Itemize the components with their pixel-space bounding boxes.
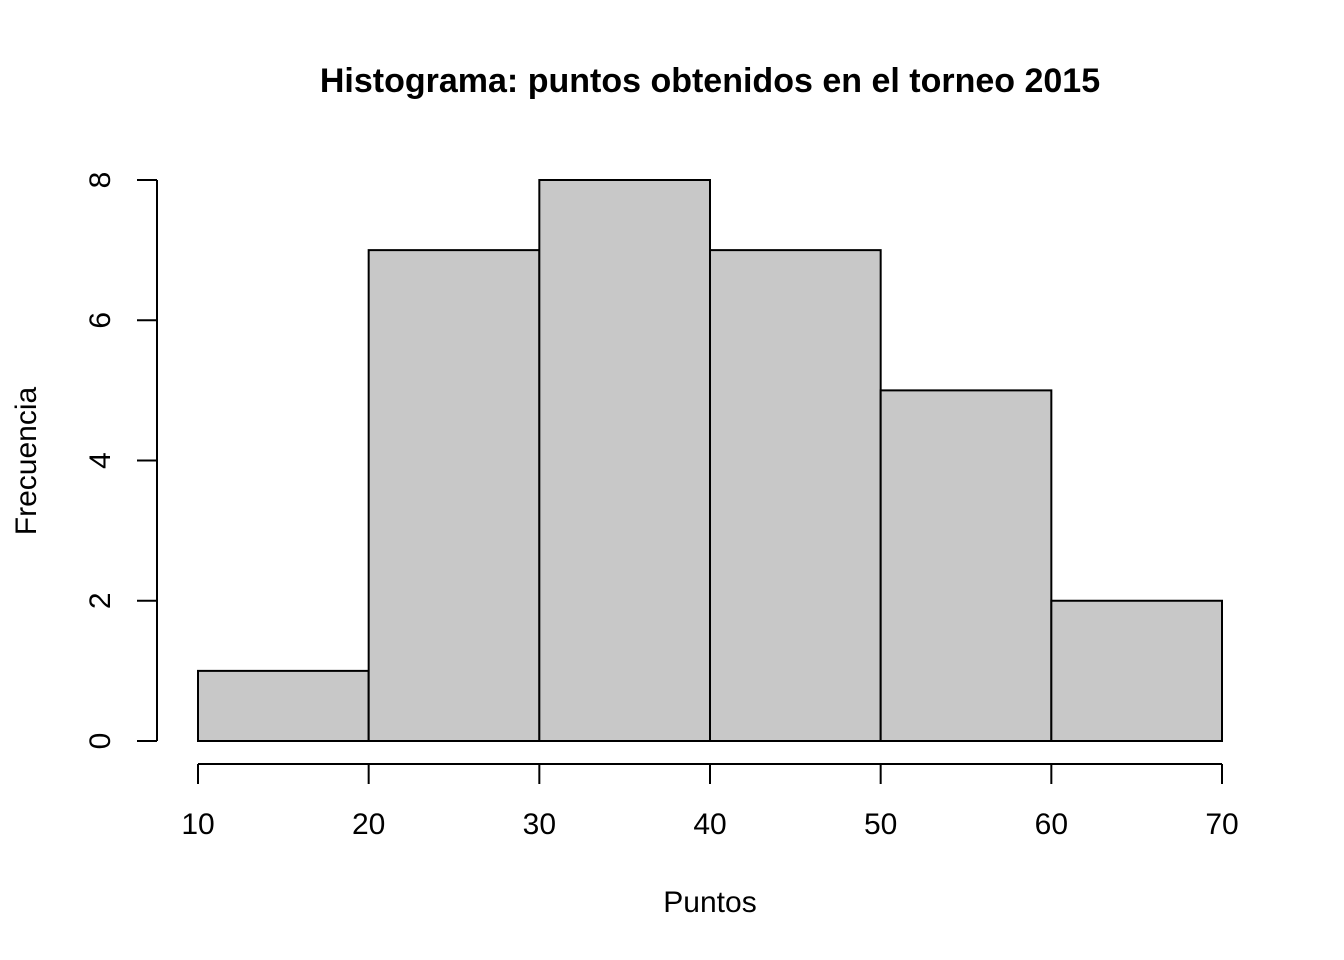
x-tick-label: 20 <box>352 808 385 841</box>
histogram-bar-3 <box>538 179 711 742</box>
x-axis: 10 20 30 40 50 60 70 <box>181 763 1239 841</box>
bars-group <box>197 179 1224 742</box>
y-tick-label: 8 <box>84 172 117 189</box>
y-tick-label: 6 <box>84 312 117 329</box>
histogram-bar-5 <box>879 389 1053 742</box>
y-tick-label: 2 <box>84 592 117 609</box>
x-tick-label: 50 <box>864 808 897 841</box>
x-axis-label: Puntos <box>663 886 756 919</box>
chart-title: Histograma: puntos obtenidos en el torne… <box>320 62 1100 100</box>
x-tick-label: 30 <box>523 808 556 841</box>
histogram-bar-4 <box>709 249 882 742</box>
histogram-bar-6 <box>1050 599 1224 742</box>
y-axis-label: Frecuencia <box>10 386 43 535</box>
x-tick-label: 40 <box>693 808 726 841</box>
x-tick-label: 70 <box>1205 808 1238 841</box>
y-tick-label: 0 <box>84 733 117 750</box>
x-tick-label: 60 <box>1035 808 1068 841</box>
y-axis: 0 2 4 6 8 <box>84 172 158 750</box>
histogram-bar-1 <box>197 669 370 742</box>
x-tick-label: 10 <box>181 808 214 841</box>
histogram-bar-2 <box>367 249 541 742</box>
y-tick-label: 4 <box>84 452 117 469</box>
